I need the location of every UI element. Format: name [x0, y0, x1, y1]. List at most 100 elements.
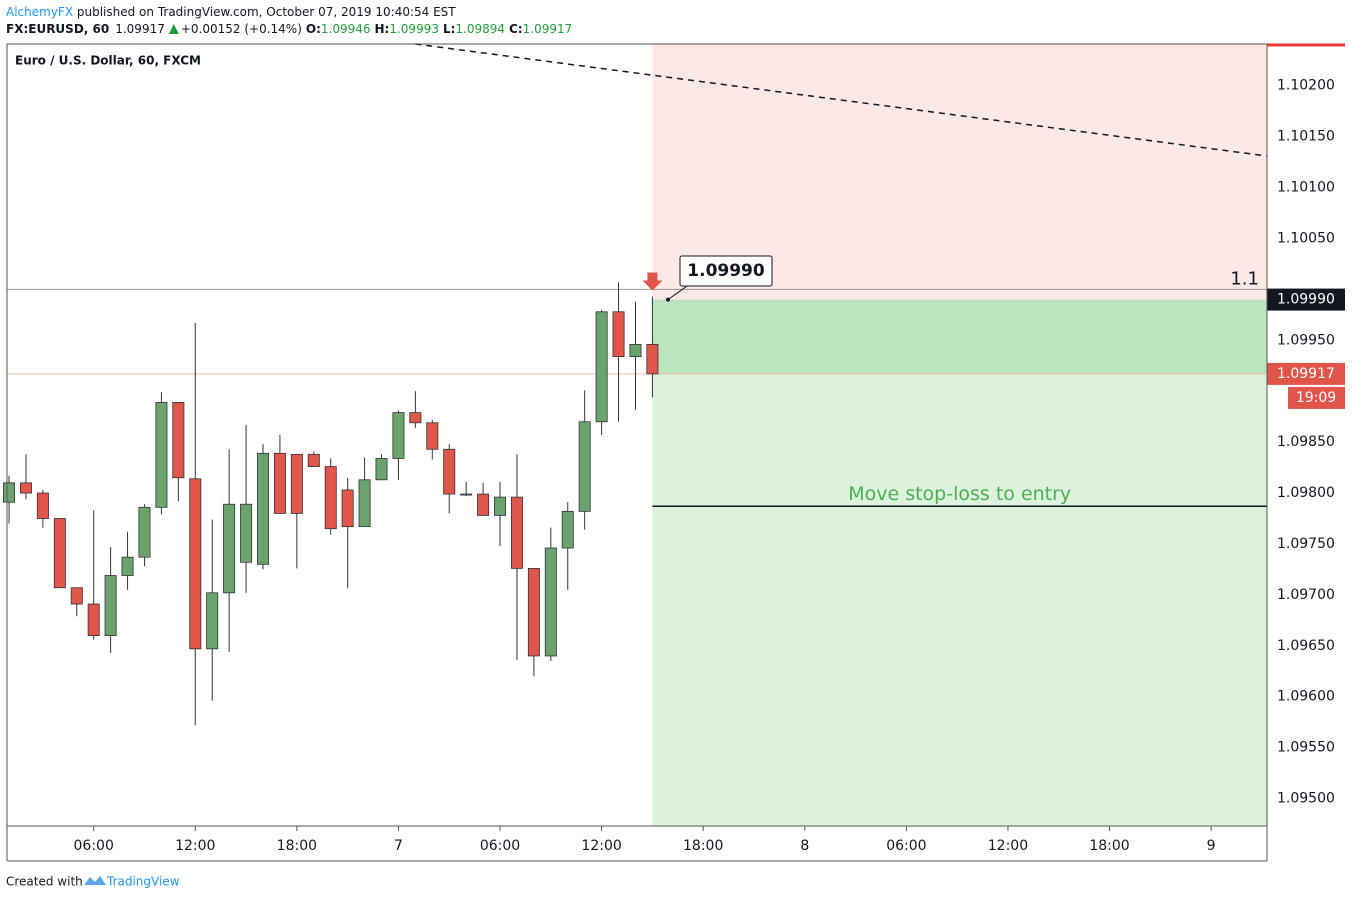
callout-dot	[666, 297, 670, 302]
candle-body	[578, 421, 591, 512]
countdown: 19:09	[1296, 390, 1336, 406]
candle-body	[409, 412, 422, 424]
target-price-label: 1.09990	[1277, 292, 1335, 308]
chart-title: Euro / U.S. Dollar, 60, FXCM	[15, 54, 201, 68]
up-arrow	[168, 24, 179, 34]
candle-body	[629, 343, 642, 357]
candle-body	[87, 603, 100, 636]
x-tick-label: 18:00	[277, 838, 317, 854]
target-price-box	[1267, 288, 1345, 311]
x-tick-label: 18:00	[683, 838, 723, 854]
field-value: 1.09993	[389, 22, 439, 36]
field-label: L:	[443, 22, 455, 36]
y-tick-label: 1.10100	[1277, 180, 1335, 196]
y-tick-label: 1.09850	[1277, 434, 1335, 450]
candle-body	[561, 510, 574, 549]
candle-body	[510, 496, 523, 569]
candle-body	[358, 479, 371, 528]
y-tick-label: 1.10150	[1277, 129, 1335, 145]
symbol: FX:EURUSD, 60	[6, 22, 109, 36]
x-tick-label: 9	[1207, 838, 1216, 854]
footer: Created with	[6, 875, 83, 889]
x-tick-label: 06:00	[74, 838, 114, 854]
y-tick-label: 1.09650	[1277, 638, 1335, 654]
candle-body	[172, 402, 185, 479]
candle-body	[206, 592, 219, 650]
candle-body	[36, 492, 49, 519]
x-tick-label: 18:00	[1089, 838, 1129, 854]
candle-body	[53, 518, 66, 589]
x-tick-label: 8	[800, 838, 809, 854]
quote: FX:EURUSD, 60 1.09917 +0.00152 (+0.14%) O:1…	[6, 22, 572, 36]
profit-zone	[652, 373, 1267, 826]
candle-body	[443, 448, 456, 495]
field-value: 1.09917	[523, 22, 573, 36]
candle-body	[460, 493, 473, 496]
candle-body	[121, 556, 134, 576]
candle-body	[19, 482, 32, 494]
candle-body	[307, 453, 320, 467]
candle-body	[375, 458, 388, 481]
y-tick-label: 1.09750	[1277, 536, 1335, 552]
y-tick-label: 1.09600	[1277, 689, 1335, 705]
candle-body	[155, 402, 168, 508]
field-value: 1.09894	[455, 22, 505, 36]
entry-arrow	[642, 272, 663, 291]
candle-body	[138, 506, 151, 558]
level-label: 1.1	[1230, 268, 1259, 289]
callout-leader	[667, 283, 691, 300]
x-tick-label: 12:00	[581, 838, 621, 854]
candle-body	[240, 503, 253, 563]
x-tick-label: 12:00	[988, 838, 1028, 854]
x-tick-label: 06:00	[480, 838, 520, 854]
y-tick-label: 1.09550	[1277, 740, 1335, 756]
profit-zone-open	[652, 299, 1267, 374]
x-tick-label: 06:00	[886, 838, 926, 854]
candle-body	[3, 482, 16, 503]
candle-body	[612, 311, 625, 357]
y-tick-label: 1.09800	[1277, 485, 1335, 501]
candle-body	[426, 422, 439, 450]
tv-logo	[84, 876, 106, 885]
x-tick-label: 7	[394, 838, 403, 854]
candle-body	[595, 311, 608, 423]
candle-body	[257, 452, 269, 565]
candle-body	[189, 478, 202, 650]
candle-body	[104, 575, 117, 636]
y-tick-label: 1.09950	[1277, 332, 1335, 348]
candle-body	[223, 503, 236, 594]
y-tick-label: 1.10200	[1277, 78, 1335, 94]
candle-body	[494, 496, 507, 516]
candle-body	[324, 466, 337, 530]
candle-body	[646, 343, 659, 375]
candle-body	[341, 489, 354, 528]
callout-label: 1.09990	[687, 261, 765, 281]
last-price-box	[1267, 362, 1345, 385]
countdown-box	[1288, 386, 1345, 409]
header: AlchemyFX published on TradingView.com, …	[6, 5, 456, 19]
candle-body	[527, 567, 540, 657]
author: AlchemyFX	[6, 5, 73, 19]
last: 1.09917	[115, 22, 165, 36]
y-tick-label: 1.09700	[1277, 587, 1335, 603]
candle-body	[477, 493, 490, 516]
field-label: H:	[375, 22, 390, 36]
change: +0.00152 (+0.14%)	[181, 22, 302, 36]
candle-body	[273, 452, 286, 514]
x-tick-label: 12:00	[175, 838, 215, 854]
published: published on TradingView.com, October 07…	[77, 5, 456, 19]
stop-label: Move stop-loss to entry	[848, 483, 1071, 505]
field-label: O:	[306, 22, 321, 36]
field-label: C:	[509, 22, 523, 36]
candle-body	[392, 412, 405, 459]
candle-body	[290, 453, 303, 514]
last-price-label: 1.09917	[1277, 366, 1335, 382]
candle-body	[544, 547, 557, 657]
trendline	[415, 43, 1268, 157]
callout-box	[679, 255, 773, 287]
y-tick-label: 1.10050	[1277, 230, 1335, 246]
field-value: 1.09946	[321, 22, 371, 36]
candle-body	[70, 587, 83, 605]
